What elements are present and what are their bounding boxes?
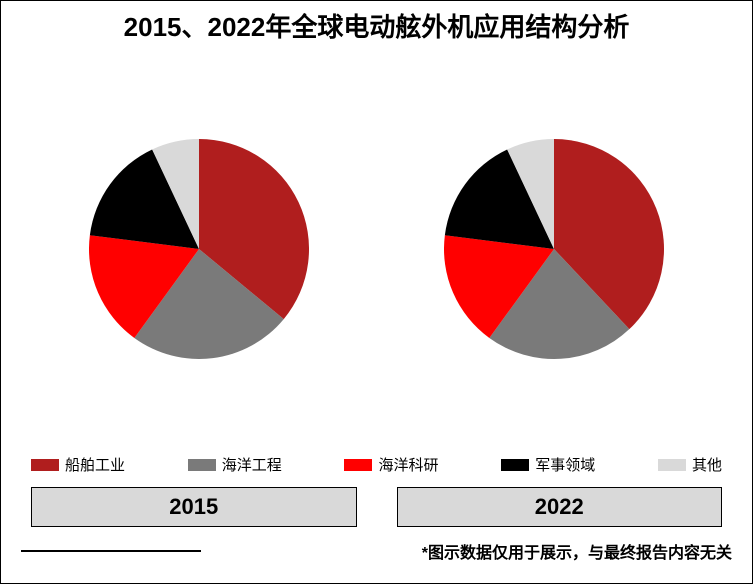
legend-item: 海洋科研 bbox=[344, 454, 438, 475]
chart-title: 2015、2022年全球电动舷外机应用结构分析 bbox=[21, 11, 732, 45]
legend: 船舶工业 海洋工程 海洋科研 军事领域 其他 bbox=[31, 454, 722, 475]
legend-item: 船舶工业 bbox=[31, 454, 125, 475]
chart-container: 2015、2022年全球电动舷外机应用结构分析 船舶工业 海洋工程 海洋科研 军… bbox=[0, 0, 753, 584]
year-labels-row: 2015 2022 bbox=[31, 487, 722, 527]
legend-swatch bbox=[31, 459, 59, 471]
legend-label: 军事领域 bbox=[535, 454, 595, 475]
legend-swatch bbox=[188, 459, 216, 471]
footer-note: *图示数据仅用于展示，与最终报告内容无关 bbox=[221, 539, 732, 563]
pie-chart bbox=[444, 139, 664, 359]
legend-label: 其他 bbox=[692, 454, 722, 475]
year-label-box: 2022 bbox=[397, 487, 723, 527]
footer-divider-line bbox=[21, 550, 201, 552]
legend-label: 海洋科研 bbox=[378, 454, 438, 475]
legend-item: 军事领域 bbox=[501, 454, 595, 475]
pie-chart bbox=[89, 139, 309, 359]
legend-label: 船舶工业 bbox=[65, 454, 125, 475]
legend-label: 海洋工程 bbox=[222, 454, 282, 475]
legend-swatch bbox=[344, 459, 372, 471]
pie-charts-row bbox=[21, 55, 732, 444]
legend-swatch bbox=[658, 459, 686, 471]
footer: *图示数据仅用于展示，与最终报告内容无关 bbox=[21, 539, 732, 563]
legend-swatch bbox=[501, 459, 529, 471]
legend-item: 其他 bbox=[658, 454, 722, 475]
year-label-box: 2015 bbox=[31, 487, 357, 527]
legend-item: 海洋工程 bbox=[188, 454, 282, 475]
